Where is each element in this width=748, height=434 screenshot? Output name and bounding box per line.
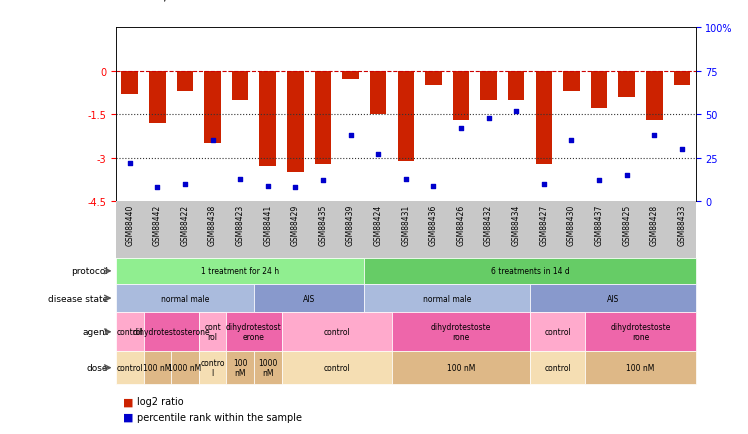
Text: GSM88434: GSM88434 [512,205,521,246]
Text: GSM88436: GSM88436 [429,205,438,246]
Point [565,138,577,145]
Text: GSM88432: GSM88432 [484,205,493,246]
Point [345,132,357,139]
Text: control: control [323,363,350,372]
Text: dihydrotestost
erone: dihydrotestost erone [226,322,282,342]
Point [538,181,550,188]
Text: 100 nM: 100 nM [143,363,171,372]
Text: log2 ratio: log2 ratio [137,397,183,406]
Text: GSM88439: GSM88439 [346,205,355,246]
Text: control: control [117,328,143,336]
Text: cont
rol: cont rol [204,322,221,342]
Bar [397,72,414,161]
Text: 1000 nM: 1000 nM [168,363,201,372]
Point [676,146,688,153]
Text: GSM88423: GSM88423 [236,205,245,246]
Point [455,125,467,132]
Text: 1 treatment for 24 h: 1 treatment for 24 h [201,267,279,276]
Text: 100 nM: 100 nM [447,363,475,372]
Point [262,183,274,190]
Point [482,115,494,122]
Point [206,138,218,145]
Bar [453,72,469,121]
Bar [343,72,359,80]
Text: 100 nM: 100 nM [626,363,654,372]
Text: GSM88431: GSM88431 [401,205,411,246]
Text: agent: agent [82,328,108,336]
Text: GSM88422: GSM88422 [180,205,189,246]
Text: control: control [323,328,350,336]
Text: GSM88429: GSM88429 [291,205,300,246]
Text: GSM88427: GSM88427 [539,205,548,246]
Bar [287,72,304,173]
Point [621,172,633,179]
Bar [591,72,607,109]
Text: dihydrotestosterone: dihydrotestosterone [132,328,210,336]
Bar [121,72,138,95]
Text: dose: dose [87,363,108,372]
Bar [673,72,690,86]
Bar [315,72,331,164]
Bar [425,72,441,86]
Text: normal male: normal male [161,294,209,303]
Point [151,184,163,191]
Bar [563,72,580,92]
Point [373,151,384,158]
Text: control: control [545,363,571,372]
Bar [619,72,635,98]
Bar [480,72,497,101]
Point [234,176,246,183]
Point [649,132,660,139]
Text: GSM88437: GSM88437 [595,205,604,246]
Text: disease state: disease state [48,294,108,303]
Text: dihydrotestoste
rone: dihydrotestoste rone [610,322,671,342]
Text: GSM88438: GSM88438 [208,205,217,246]
Bar [149,72,165,124]
Bar [177,72,193,92]
Point [510,108,522,115]
Bar [232,72,248,101]
Bar [508,72,524,101]
Text: GSM88426: GSM88426 [456,205,465,246]
Text: GSM88440: GSM88440 [125,205,134,246]
Text: GSM88441: GSM88441 [263,205,272,246]
Text: GSM88430: GSM88430 [567,205,576,246]
Bar [646,72,663,121]
Point [427,183,439,190]
Text: percentile rank within the sample: percentile rank within the sample [137,412,302,421]
Text: AIS: AIS [303,294,316,303]
Text: 6 treatments in 14 d: 6 treatments in 14 d [491,267,569,276]
Point [289,184,301,191]
Text: GSM88424: GSM88424 [374,205,383,246]
Text: normal male: normal male [423,294,471,303]
Text: ■: ■ [123,397,134,406]
Point [593,178,605,184]
Point [123,160,135,167]
Text: protocol: protocol [72,267,108,276]
Text: control: control [117,363,143,372]
Text: dihydrotestoste
rone: dihydrotestoste rone [431,322,491,342]
Text: 1000
nM: 1000 nM [258,358,278,378]
Bar [260,72,276,167]
Text: GDS1836 / 21835: GDS1836 / 21835 [101,0,212,2]
Text: AIS: AIS [607,294,619,303]
Point [179,181,191,188]
Text: GSM88435: GSM88435 [319,205,328,246]
Point [399,176,411,183]
Text: GSM88433: GSM88433 [678,205,687,246]
Bar [204,72,221,144]
Text: control: control [545,328,571,336]
Text: GSM88428: GSM88428 [650,205,659,246]
Text: 100
nM: 100 nM [233,358,248,378]
Text: contro
l: contro l [200,358,225,378]
Text: GSM88442: GSM88442 [153,205,162,246]
Point [317,178,329,184]
Bar [370,72,387,115]
Text: ■: ■ [123,412,134,421]
Text: GSM88425: GSM88425 [622,205,631,246]
Bar [536,72,552,164]
